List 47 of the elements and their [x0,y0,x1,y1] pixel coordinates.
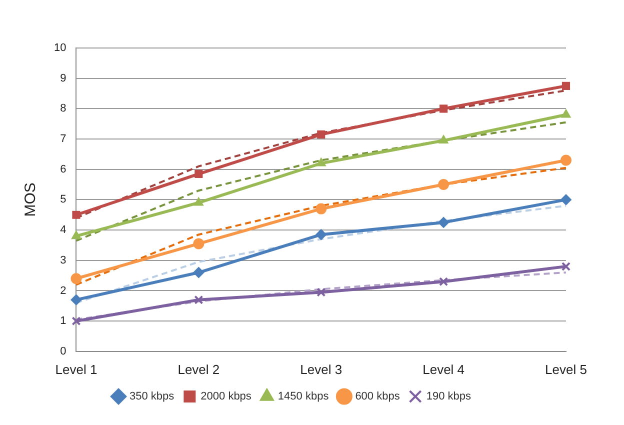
point [562,82,570,90]
y-tick-label: 8 [60,102,66,115]
point [193,238,204,250]
point [440,104,448,113]
point [316,203,327,214]
point [72,210,80,219]
point [560,194,572,206]
point [194,197,204,206]
y-tick-label: 9 [60,72,66,84]
y-tick-label: 6 [60,163,66,176]
legend-label: 190 kbps [426,390,472,403]
y-tick-label: 10 [54,42,66,54]
point [71,230,82,240]
legend-label: 2000 kbps [200,390,252,403]
point [439,277,448,286]
point [316,288,326,297]
legend-label: 1450 kbps [278,390,330,403]
point [438,135,448,144]
point [561,109,571,118]
point [316,158,326,166]
point [316,229,327,240]
y-tick-label: 5 [60,194,66,206]
y-tick-label: 2 [60,284,66,297]
x-tick-label: Level 2 [178,362,220,377]
legend-label: 600 kbps [355,390,400,403]
x-tick-label: Level 3 [300,362,342,377]
x-tick-label: Level 5 [545,362,587,377]
legend-label: 350 kbps [130,390,175,403]
point [438,179,450,190]
point [72,316,81,326]
y-tick-label: 0 [60,345,66,358]
point [70,273,82,284]
y-tick-label: 1 [60,315,66,328]
point [194,170,203,178]
point [560,154,572,166]
point [194,295,204,304]
x-tick-label: Level 1 [55,362,98,377]
y-tick-label: 3 [60,254,66,266]
y-tick-label: 7 [60,133,66,146]
point [561,262,571,271]
point [317,130,326,139]
point [70,294,82,306]
y-axis-title: MOS [22,182,40,217]
x-tick-label: Level 4 [422,362,465,377]
point [193,267,204,278]
point [438,216,450,228]
y-tick-label: 4 [60,224,66,236]
